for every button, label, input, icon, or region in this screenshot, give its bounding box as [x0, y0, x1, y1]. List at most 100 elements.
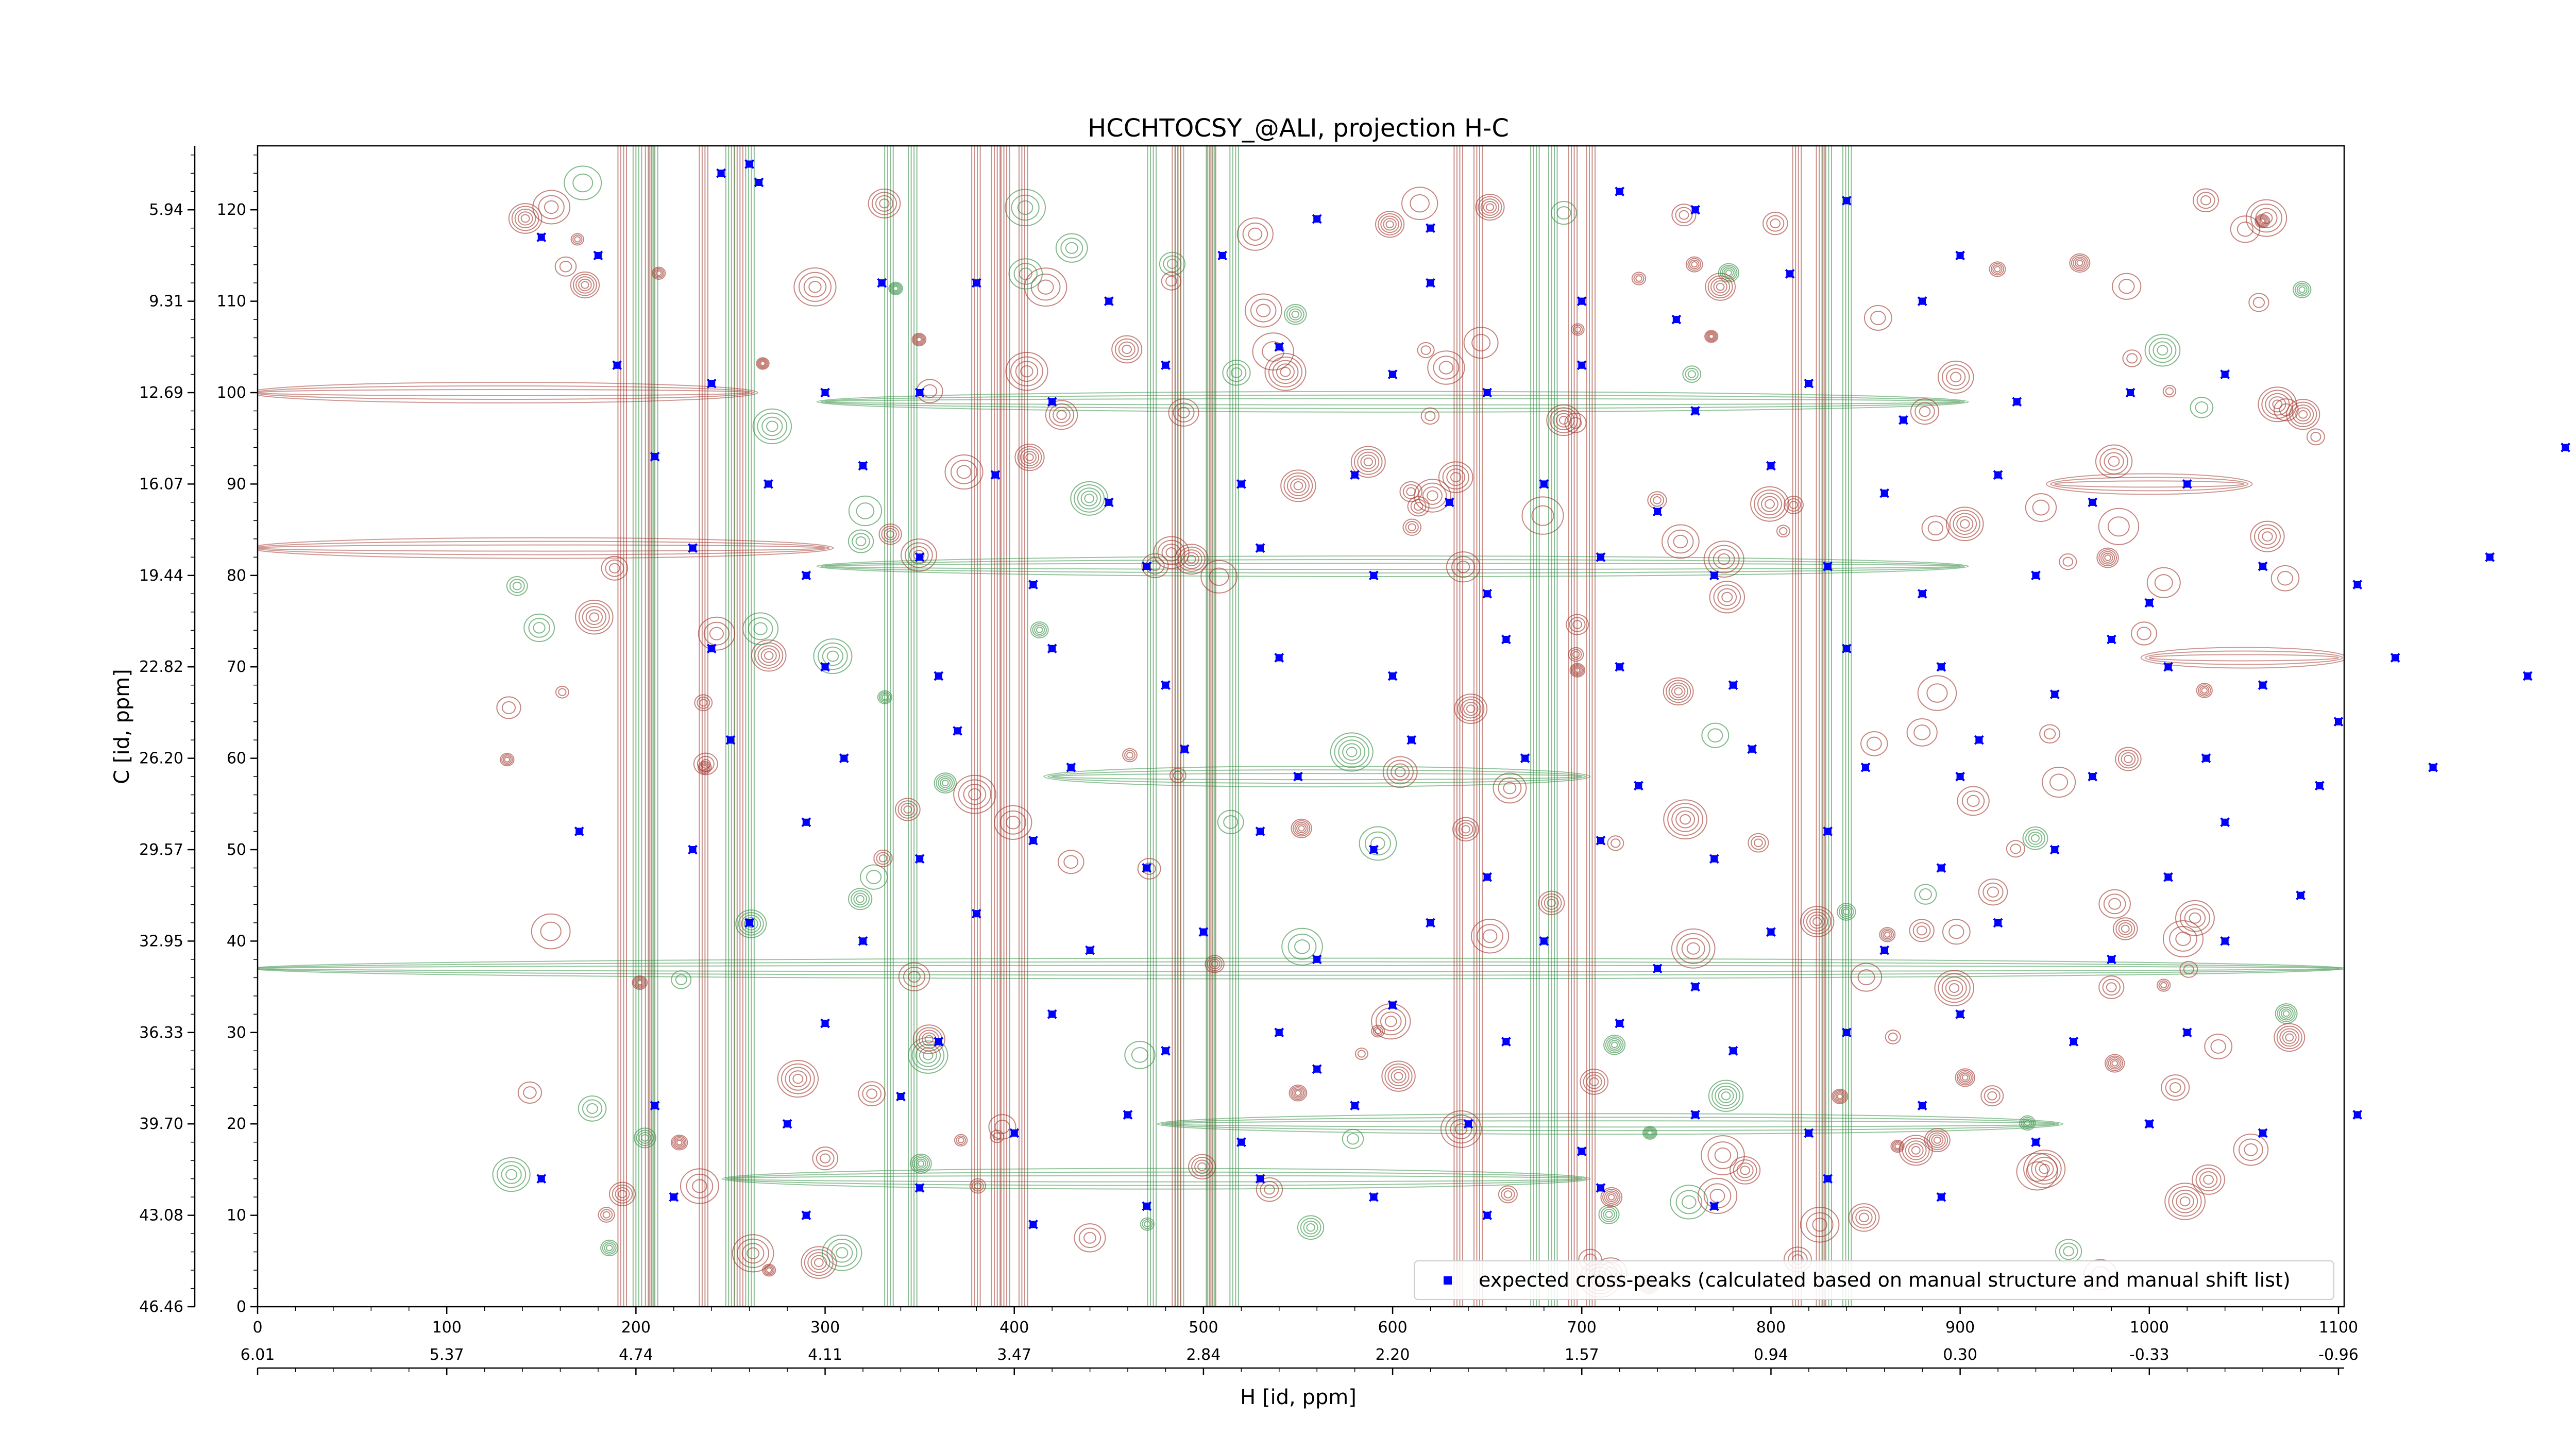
contour-blob	[1740, 1166, 1750, 1175]
contour-blob	[1350, 446, 1386, 478]
contour-blob	[2099, 448, 2128, 475]
contour-blob	[1806, 1212, 1834, 1237]
contour-blob	[807, 1252, 831, 1273]
contour-blob	[1704, 330, 1719, 343]
contour-blob	[1572, 651, 1580, 658]
contour-stripe-v	[641, 146, 650, 1307]
contour-blob	[1005, 351, 1048, 391]
contour-blob	[2199, 1171, 2218, 1188]
contour-stripe-v	[1211, 146, 1233, 1307]
contour-blob	[1919, 888, 1932, 901]
contour-blob	[1914, 884, 1937, 905]
contour-blob	[2049, 773, 2069, 791]
cross-peak-marker	[1596, 1183, 1606, 1193]
contour-blob	[1715, 1085, 1737, 1106]
cross-peak-marker	[1615, 1018, 1625, 1028]
x-tick-label: 1000	[2130, 1319, 2169, 1337]
cross-peak-marker	[1596, 552, 1606, 562]
cross-peak-marker	[1387, 1000, 1398, 1010]
contour-blob	[2282, 1010, 2290, 1017]
contour-blob	[1956, 516, 1974, 532]
cross-peak-marker	[1804, 378, 1814, 389]
contour-blob	[792, 1073, 804, 1084]
contour-stripe-v	[1828, 146, 1846, 1307]
contour-blob	[1177, 546, 1206, 572]
cross-peak-marker	[2012, 397, 2022, 407]
contour-blob	[2244, 1143, 2258, 1156]
contour-blob	[533, 622, 546, 634]
contour-blob	[956, 1135, 966, 1145]
contour-blob	[1334, 736, 1369, 768]
contour-blob	[1572, 325, 1583, 334]
contour-blob	[1708, 1079, 1744, 1112]
contour-blob	[741, 1243, 765, 1264]
contour-blob	[2019, 1115, 2036, 1131]
contour-blob	[1926, 1130, 1948, 1150]
contour-blob	[1879, 927, 1896, 942]
contour-blob	[1942, 919, 1971, 945]
contour-blob	[1552, 410, 1575, 431]
contour-blob	[636, 1129, 654, 1146]
contour-ridge-h	[2046, 473, 2253, 495]
contour-blob	[520, 214, 530, 223]
contour-blob	[1078, 1227, 1101, 1248]
contour-blob	[1503, 782, 1517, 795]
cross-peak-marker	[1766, 461, 1776, 471]
contour-blob	[1931, 1134, 1944, 1146]
contour-blob	[881, 526, 900, 543]
contour-blob	[915, 1043, 941, 1067]
contour-blob	[1433, 356, 1460, 380]
contour-blob	[1680, 814, 1691, 825]
contour-blob	[1803, 908, 1832, 935]
contour-blob	[699, 762, 710, 773]
contour-blob	[634, 1127, 656, 1149]
contour-blob	[2073, 256, 2087, 269]
contour-blob	[1083, 1231, 1096, 1244]
contour-blob	[2108, 516, 2130, 537]
contour-blob	[766, 420, 778, 432]
contour-blob	[1292, 820, 1311, 837]
contour-blob	[1446, 468, 1466, 486]
y-ppm-tick-label: 39.70	[139, 1115, 183, 1133]
cross-peak-marker	[1690, 205, 1700, 215]
contour-blob	[1359, 826, 1397, 861]
contour-blob	[1357, 451, 1380, 473]
contour-blob	[895, 798, 921, 821]
contour-blob	[1268, 356, 1302, 387]
cross-peak-marker	[1085, 945, 1095, 955]
contour-blob	[1605, 1036, 1624, 1054]
contour-blob	[2109, 1058, 2120, 1068]
contour-blob	[1024, 267, 1067, 307]
y-tick-label: 20	[227, 1115, 246, 1133]
contour-blob	[2164, 1183, 2206, 1220]
contour-blob	[2281, 1008, 2292, 1019]
contour-blob	[1852, 1206, 1876, 1229]
contour-stripe-v	[1462, 146, 1475, 1307]
contour-blob	[1850, 963, 1883, 992]
contour-blob	[882, 694, 888, 700]
contour-blob	[1691, 261, 1698, 268]
contour-blob	[1483, 200, 1497, 214]
contour-blob	[1994, 266, 2001, 273]
cross-peak-marker	[2258, 680, 2268, 690]
contour-blob	[1607, 835, 1624, 851]
contour-blob	[972, 1180, 984, 1192]
contour-blob	[1605, 1210, 1613, 1218]
contour-blob	[2162, 384, 2177, 398]
contour-blob	[1857, 969, 1875, 986]
x-tick-label: 900	[1945, 1319, 1975, 1337]
contour-stripe-v	[1174, 146, 1214, 1307]
x-ppm-tick-label: 4.74	[619, 1346, 653, 1364]
contour-blob	[974, 1182, 982, 1190]
cross-peak-marker	[1161, 680, 1171, 690]
contour-blob	[1438, 361, 1454, 375]
contour-blob	[1297, 1215, 1325, 1240]
contour-blob	[582, 606, 606, 629]
contour-blob	[581, 281, 589, 289]
cross-peak-marker	[1936, 1192, 1946, 1202]
contour-blob	[634, 977, 646, 988]
contour-blob	[938, 776, 953, 790]
contour-stripe-v	[1538, 146, 1550, 1307]
contour-stripe-v	[979, 146, 992, 1307]
cross-peak-marker	[1066, 762, 1076, 772]
